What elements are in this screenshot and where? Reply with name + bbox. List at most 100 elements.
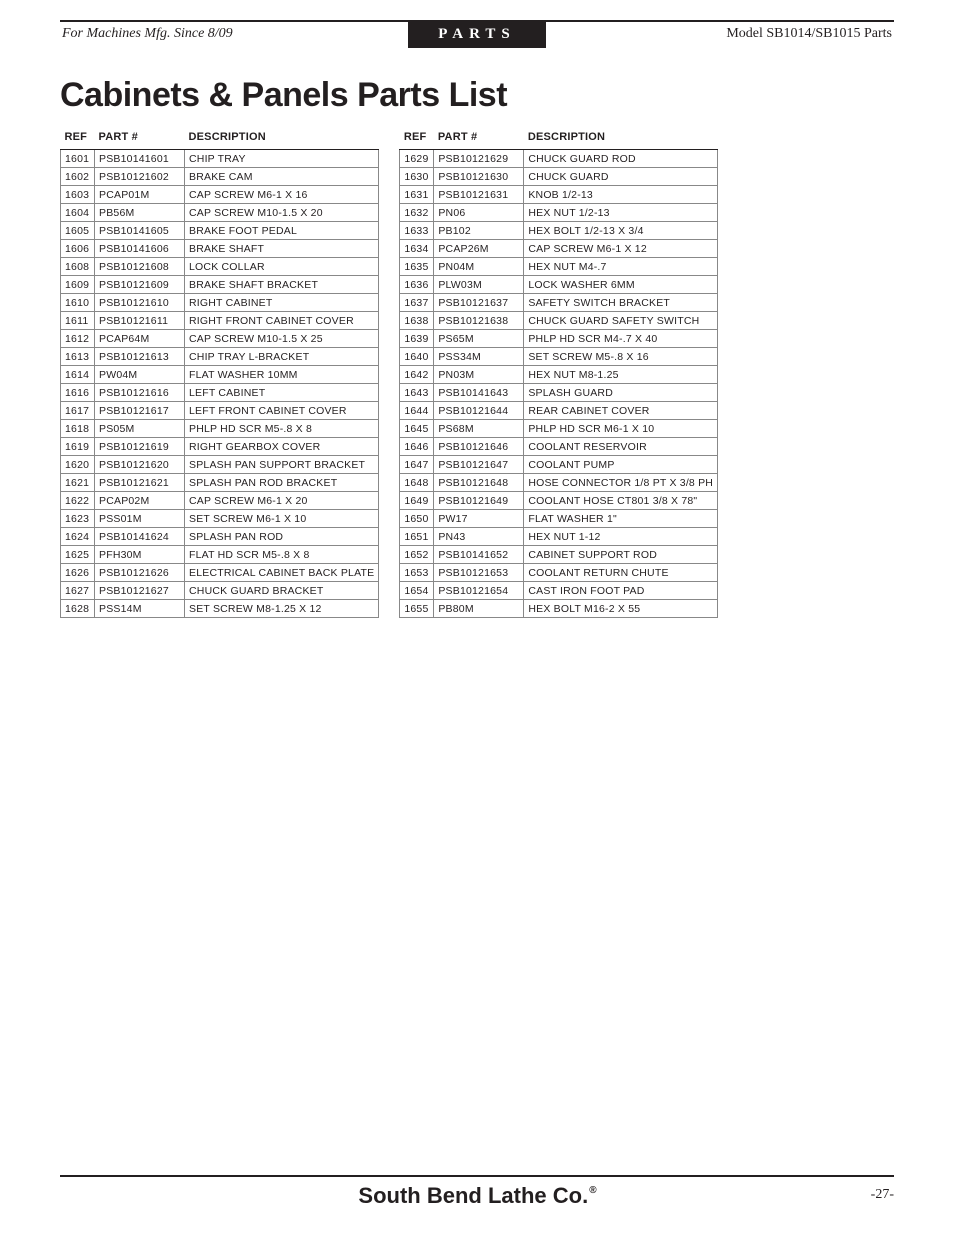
cell-ref: 1628 <box>61 600 95 618</box>
cell-desc: RIGHT FRONT CABINET COVER <box>185 312 379 330</box>
cell-desc: SPLASH PAN ROD <box>185 528 379 546</box>
cell-part: PSB10121646 <box>434 438 524 456</box>
table-row: 1616PSB10121616LEFT CABINET <box>61 384 379 402</box>
table-row: 1653PSB10121653COOLANT RETURN CHUTE <box>400 564 718 582</box>
cell-part: PSB10121631 <box>434 186 524 204</box>
cell-desc: CAP SCREW M10-1.5 X 20 <box>185 204 379 222</box>
cell-desc: PHLP HD SCR M5-.8 X 8 <box>185 420 379 438</box>
cell-ref: 1613 <box>61 348 95 366</box>
cell-desc: RIGHT GEARBOX COVER <box>185 438 379 456</box>
cell-desc: FLAT HD SCR M5-.8 X 8 <box>185 546 379 564</box>
cell-desc: CHUCK GUARD SAFETY SWITCH <box>524 312 718 330</box>
cell-part: PSB10121616 <box>95 384 185 402</box>
footer-brand-text: South Bend Lathe Co. <box>358 1183 588 1208</box>
table-row: 1635PN04MHEX NUT M4-.7 <box>400 258 718 276</box>
cell-part: PSB10121630 <box>434 168 524 186</box>
cell-part: PSB10141601 <box>95 150 185 168</box>
col-part: PART # <box>434 127 524 150</box>
cell-ref: 1603 <box>61 186 95 204</box>
cell-ref: 1651 <box>400 528 434 546</box>
cell-part: PSB10121653 <box>434 564 524 582</box>
cell-part: PSB10121619 <box>95 438 185 456</box>
cell-ref: 1650 <box>400 510 434 528</box>
cell-part: PSB10141643 <box>434 384 524 402</box>
cell-ref: 1604 <box>61 204 95 222</box>
table-row: 1611PSB10121611RIGHT FRONT CABINET COVER <box>61 312 379 330</box>
cell-part: PSB10121610 <box>95 294 185 312</box>
registered-mark: ® <box>589 1185 596 1196</box>
page-footer: South Bend Lathe Co.® -27- <box>60 1175 894 1209</box>
cell-ref: 1652 <box>400 546 434 564</box>
cell-desc: BRAKE CAM <box>185 168 379 186</box>
table-row: 1621PSB10121621SPLASH PAN ROD BRACKET <box>61 474 379 492</box>
cell-ref: 1623 <box>61 510 95 528</box>
col-ref: REF <box>61 127 95 150</box>
table-row: 1647PSB10121647COOLANT PUMP <box>400 456 718 474</box>
table-row: 1627PSB10121627CHUCK GUARD BRACKET <box>61 582 379 600</box>
cell-desc: COOLANT RETURN CHUTE <box>524 564 718 582</box>
cell-part: PW04M <box>95 366 185 384</box>
cell-ref: 1639 <box>400 330 434 348</box>
table-row: 1619PSB10121619RIGHT GEARBOX COVER <box>61 438 379 456</box>
cell-desc: CAP SCREW M6-1 X 12 <box>524 240 718 258</box>
cell-part: PCAP26M <box>434 240 524 258</box>
cell-desc: HEX NUT 1/2-13 <box>524 204 718 222</box>
cell-desc: SET SCREW M5-.8 X 16 <box>524 348 718 366</box>
cell-ref: 1616 <box>61 384 95 402</box>
table-row: 1605PSB10141605BRAKE FOOT PEDAL <box>61 222 379 240</box>
cell-desc: COOLANT HOSE CT801 3/8 X 78" <box>524 492 718 510</box>
cell-desc: CAP SCREW M10-1.5 X 25 <box>185 330 379 348</box>
cell-ref: 1629 <box>400 150 434 168</box>
cell-ref: 1612 <box>61 330 95 348</box>
cell-ref: 1631 <box>400 186 434 204</box>
table-row: 1612PCAP64MCAP SCREW M10-1.5 X 25 <box>61 330 379 348</box>
table-row: 1603PCAP01MCAP SCREW M6-1 X 16 <box>61 186 379 204</box>
col-ref: REF <box>400 127 434 150</box>
table-row: 1613PSB10121613CHIP TRAY L-BRACKET <box>61 348 379 366</box>
cell-part: PSB10121626 <box>95 564 185 582</box>
table-row: 1645PS68MPHLP HD SCR M6-1 X 10 <box>400 420 718 438</box>
cell-desc: HEX NUT 1-12 <box>524 528 718 546</box>
cell-part: PB56M <box>95 204 185 222</box>
cell-ref: 1606 <box>61 240 95 258</box>
cell-ref: 1625 <box>61 546 95 564</box>
cell-desc: SAFETY SWITCH BRACKET <box>524 294 718 312</box>
table-row: 1625PFH30MFLAT HD SCR M5-.8 X 8 <box>61 546 379 564</box>
cell-desc: HEX NUT M8-1.25 <box>524 366 718 384</box>
table-row: 1622PCAP02MCAP SCREW M6-1 X 20 <box>61 492 379 510</box>
parts-table-left: REF PART # DESCRIPTION 1601PSB10141601CH… <box>60 127 379 618</box>
cell-desc: CABINET SUPPORT ROD <box>524 546 718 564</box>
cell-ref: 1617 <box>61 402 95 420</box>
table-row: 1626PSB10121626ELECTRICAL CABINET BACK P… <box>61 564 379 582</box>
cell-desc: SPLASH PAN SUPPORT BRACKET <box>185 456 379 474</box>
table-row: 1632PN06HEX NUT 1/2-13 <box>400 204 718 222</box>
cell-ref: 1634 <box>400 240 434 258</box>
cell-ref: 1632 <box>400 204 434 222</box>
table-row: 1608PSB10121608LOCK COLLAR <box>61 258 379 276</box>
cell-desc: CHIP TRAY <box>185 150 379 168</box>
col-desc: DESCRIPTION <box>524 127 718 150</box>
cell-ref: 1640 <box>400 348 434 366</box>
cell-ref: 1645 <box>400 420 434 438</box>
cell-part: PSB10121649 <box>434 492 524 510</box>
cell-part: PFH30M <box>95 546 185 564</box>
cell-part: PSB10141605 <box>95 222 185 240</box>
cell-desc: SET SCREW M6-1 X 10 <box>185 510 379 528</box>
cell-desc: CHUCK GUARD <box>524 168 718 186</box>
cell-ref: 1637 <box>400 294 434 312</box>
cell-desc: COOLANT PUMP <box>524 456 718 474</box>
cell-ref: 1655 <box>400 600 434 618</box>
cell-ref: 1654 <box>400 582 434 600</box>
table-row: 1633PB102HEX BOLT 1/2-13 X 3/4 <box>400 222 718 240</box>
cell-desc: FLAT WASHER 10MM <box>185 366 379 384</box>
cell-part: PSB10121621 <box>95 474 185 492</box>
cell-part: PSS34M <box>434 348 524 366</box>
table-row: 1646PSB10121646COOLANT RESERVOIR <box>400 438 718 456</box>
col-part: PART # <box>95 127 185 150</box>
cell-part: PCAP64M <box>95 330 185 348</box>
cell-part: PS05M <box>95 420 185 438</box>
table-row: 1628PSS14MSET SCREW M8-1.25 X 12 <box>61 600 379 618</box>
cell-ref: 1647 <box>400 456 434 474</box>
table-row: 1651PN43HEX NUT 1-12 <box>400 528 718 546</box>
cell-part: PSB10121644 <box>434 402 524 420</box>
